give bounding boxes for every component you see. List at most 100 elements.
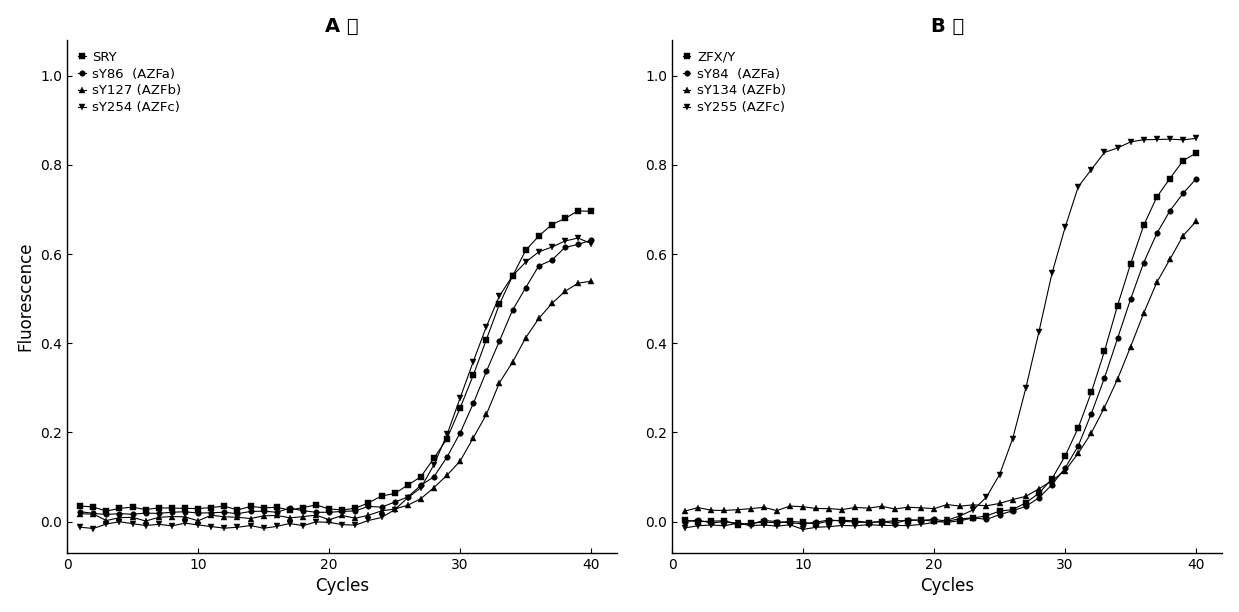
SRY: [295, 504, 310, 511]
sY254 (AZFc): [440, 431, 455, 438]
sY127 (AZFb): [230, 513, 245, 521]
ZFX/Y: [939, 519, 954, 526]
sY127 (AZFb): [177, 513, 192, 521]
sY86  (AZFa): [230, 510, 245, 517]
sY254 (AZFc): [348, 521, 363, 529]
sY134 (AZFb): [887, 506, 902, 513]
sY127 (AZFb): [203, 512, 218, 519]
SRY: [203, 504, 218, 511]
sY127 (AZFb): [571, 280, 586, 287]
sY254 (AZFc): [269, 523, 284, 530]
sY254 (AZFc): [191, 521, 206, 529]
ZFX/Y: [678, 517, 693, 524]
sY134 (AZFb): [1136, 310, 1151, 317]
sY84  (AZFa): [795, 520, 810, 528]
sY134 (AZFb): [1018, 493, 1033, 500]
sY84  (AZFa): [783, 519, 798, 526]
sY254 (AZFc): [335, 521, 349, 528]
sY127 (AZFb): [440, 471, 455, 479]
SRY: [571, 207, 586, 215]
sY134 (AZFb): [1058, 467, 1073, 474]
SRY: [492, 300, 507, 308]
sY127 (AZFb): [544, 300, 559, 307]
sY127 (AZFb): [532, 315, 546, 322]
sY84  (AZFa): [939, 518, 954, 525]
sY127 (AZFb): [348, 515, 363, 522]
ZFX/Y: [927, 518, 942, 525]
sY255 (AZFc): [887, 522, 902, 529]
sY127 (AZFb): [558, 288, 572, 295]
sY86  (AZFa): [269, 509, 284, 516]
SRY: [558, 215, 572, 222]
sY134 (AZFb): [1188, 218, 1203, 225]
sY255 (AZFc): [704, 521, 719, 529]
sY127 (AZFb): [73, 510, 88, 517]
ZFX/Y: [1005, 506, 1020, 513]
sY255 (AZFc): [939, 517, 954, 524]
sY255 (AZFc): [1150, 136, 1165, 143]
sY255 (AZFc): [847, 522, 862, 529]
ZFX/Y: [730, 521, 745, 528]
sY84  (AZFa): [1058, 465, 1073, 472]
SRY: [125, 504, 140, 511]
sY84  (AZFa): [992, 511, 1007, 518]
sY86  (AZFa): [165, 509, 180, 516]
sY134 (AZFb): [1162, 256, 1177, 263]
sY127 (AZFb): [492, 379, 507, 386]
sY254 (AZFc): [165, 522, 180, 529]
sY84  (AZFa): [1188, 175, 1203, 182]
sY84  (AZFa): [861, 519, 876, 526]
SRY: [466, 371, 481, 379]
sY254 (AZFc): [203, 523, 218, 530]
SRY: [361, 499, 375, 507]
sY86  (AZFa): [571, 241, 586, 248]
ZFX/Y: [795, 519, 810, 526]
Title: B 组: B 组: [930, 17, 964, 35]
sY134 (AZFb): [821, 505, 836, 512]
sY127 (AZFb): [414, 495, 429, 502]
SRY: [282, 506, 297, 513]
sY86  (AZFa): [479, 368, 494, 375]
SRY: [335, 506, 349, 513]
ZFX/Y: [979, 512, 994, 520]
sY255 (AZFc): [913, 521, 928, 528]
sY86  (AZFa): [466, 400, 481, 407]
sY84  (AZFa): [678, 518, 693, 525]
sY254 (AZFc): [243, 522, 258, 529]
sY86  (AZFa): [426, 473, 441, 480]
sY134 (AZFb): [730, 506, 745, 513]
SRY: [85, 503, 100, 510]
sY86  (AZFa): [203, 509, 218, 517]
sY134 (AZFb): [717, 507, 732, 514]
SRY: [165, 504, 180, 512]
sY86  (AZFa): [558, 244, 572, 251]
ZFX/Y: [835, 517, 850, 524]
sY255 (AZFc): [821, 523, 836, 530]
sY127 (AZFb): [191, 517, 206, 524]
sY86  (AZFa): [217, 509, 232, 516]
sY134 (AZFb): [901, 504, 916, 511]
sY86  (AZFa): [177, 508, 192, 515]
sY86  (AZFa): [139, 509, 154, 517]
sY255 (AZFc): [795, 526, 810, 533]
SRY: [518, 247, 533, 254]
sY134 (AZFb): [678, 507, 693, 515]
sY255 (AZFc): [678, 524, 693, 532]
SRY: [112, 505, 126, 512]
Line: SRY: SRY: [77, 208, 593, 514]
sY254 (AZFc): [282, 520, 297, 527]
sY134 (AZFb): [704, 507, 719, 514]
sY127 (AZFb): [125, 513, 140, 521]
sY134 (AZFb): [756, 504, 771, 511]
sY254 (AZFc): [506, 272, 520, 280]
sY255 (AZFc): [875, 522, 890, 529]
sY84  (AZFa): [1136, 259, 1151, 266]
sY86  (AZFa): [518, 284, 533, 291]
sY86  (AZFa): [335, 508, 349, 515]
sY255 (AZFc): [1084, 166, 1099, 173]
sY86  (AZFa): [506, 307, 520, 314]
sY254 (AZFc): [532, 248, 546, 256]
sY86  (AZFa): [388, 498, 403, 506]
sY86  (AZFa): [440, 453, 455, 461]
sY134 (AZFb): [1124, 343, 1139, 350]
